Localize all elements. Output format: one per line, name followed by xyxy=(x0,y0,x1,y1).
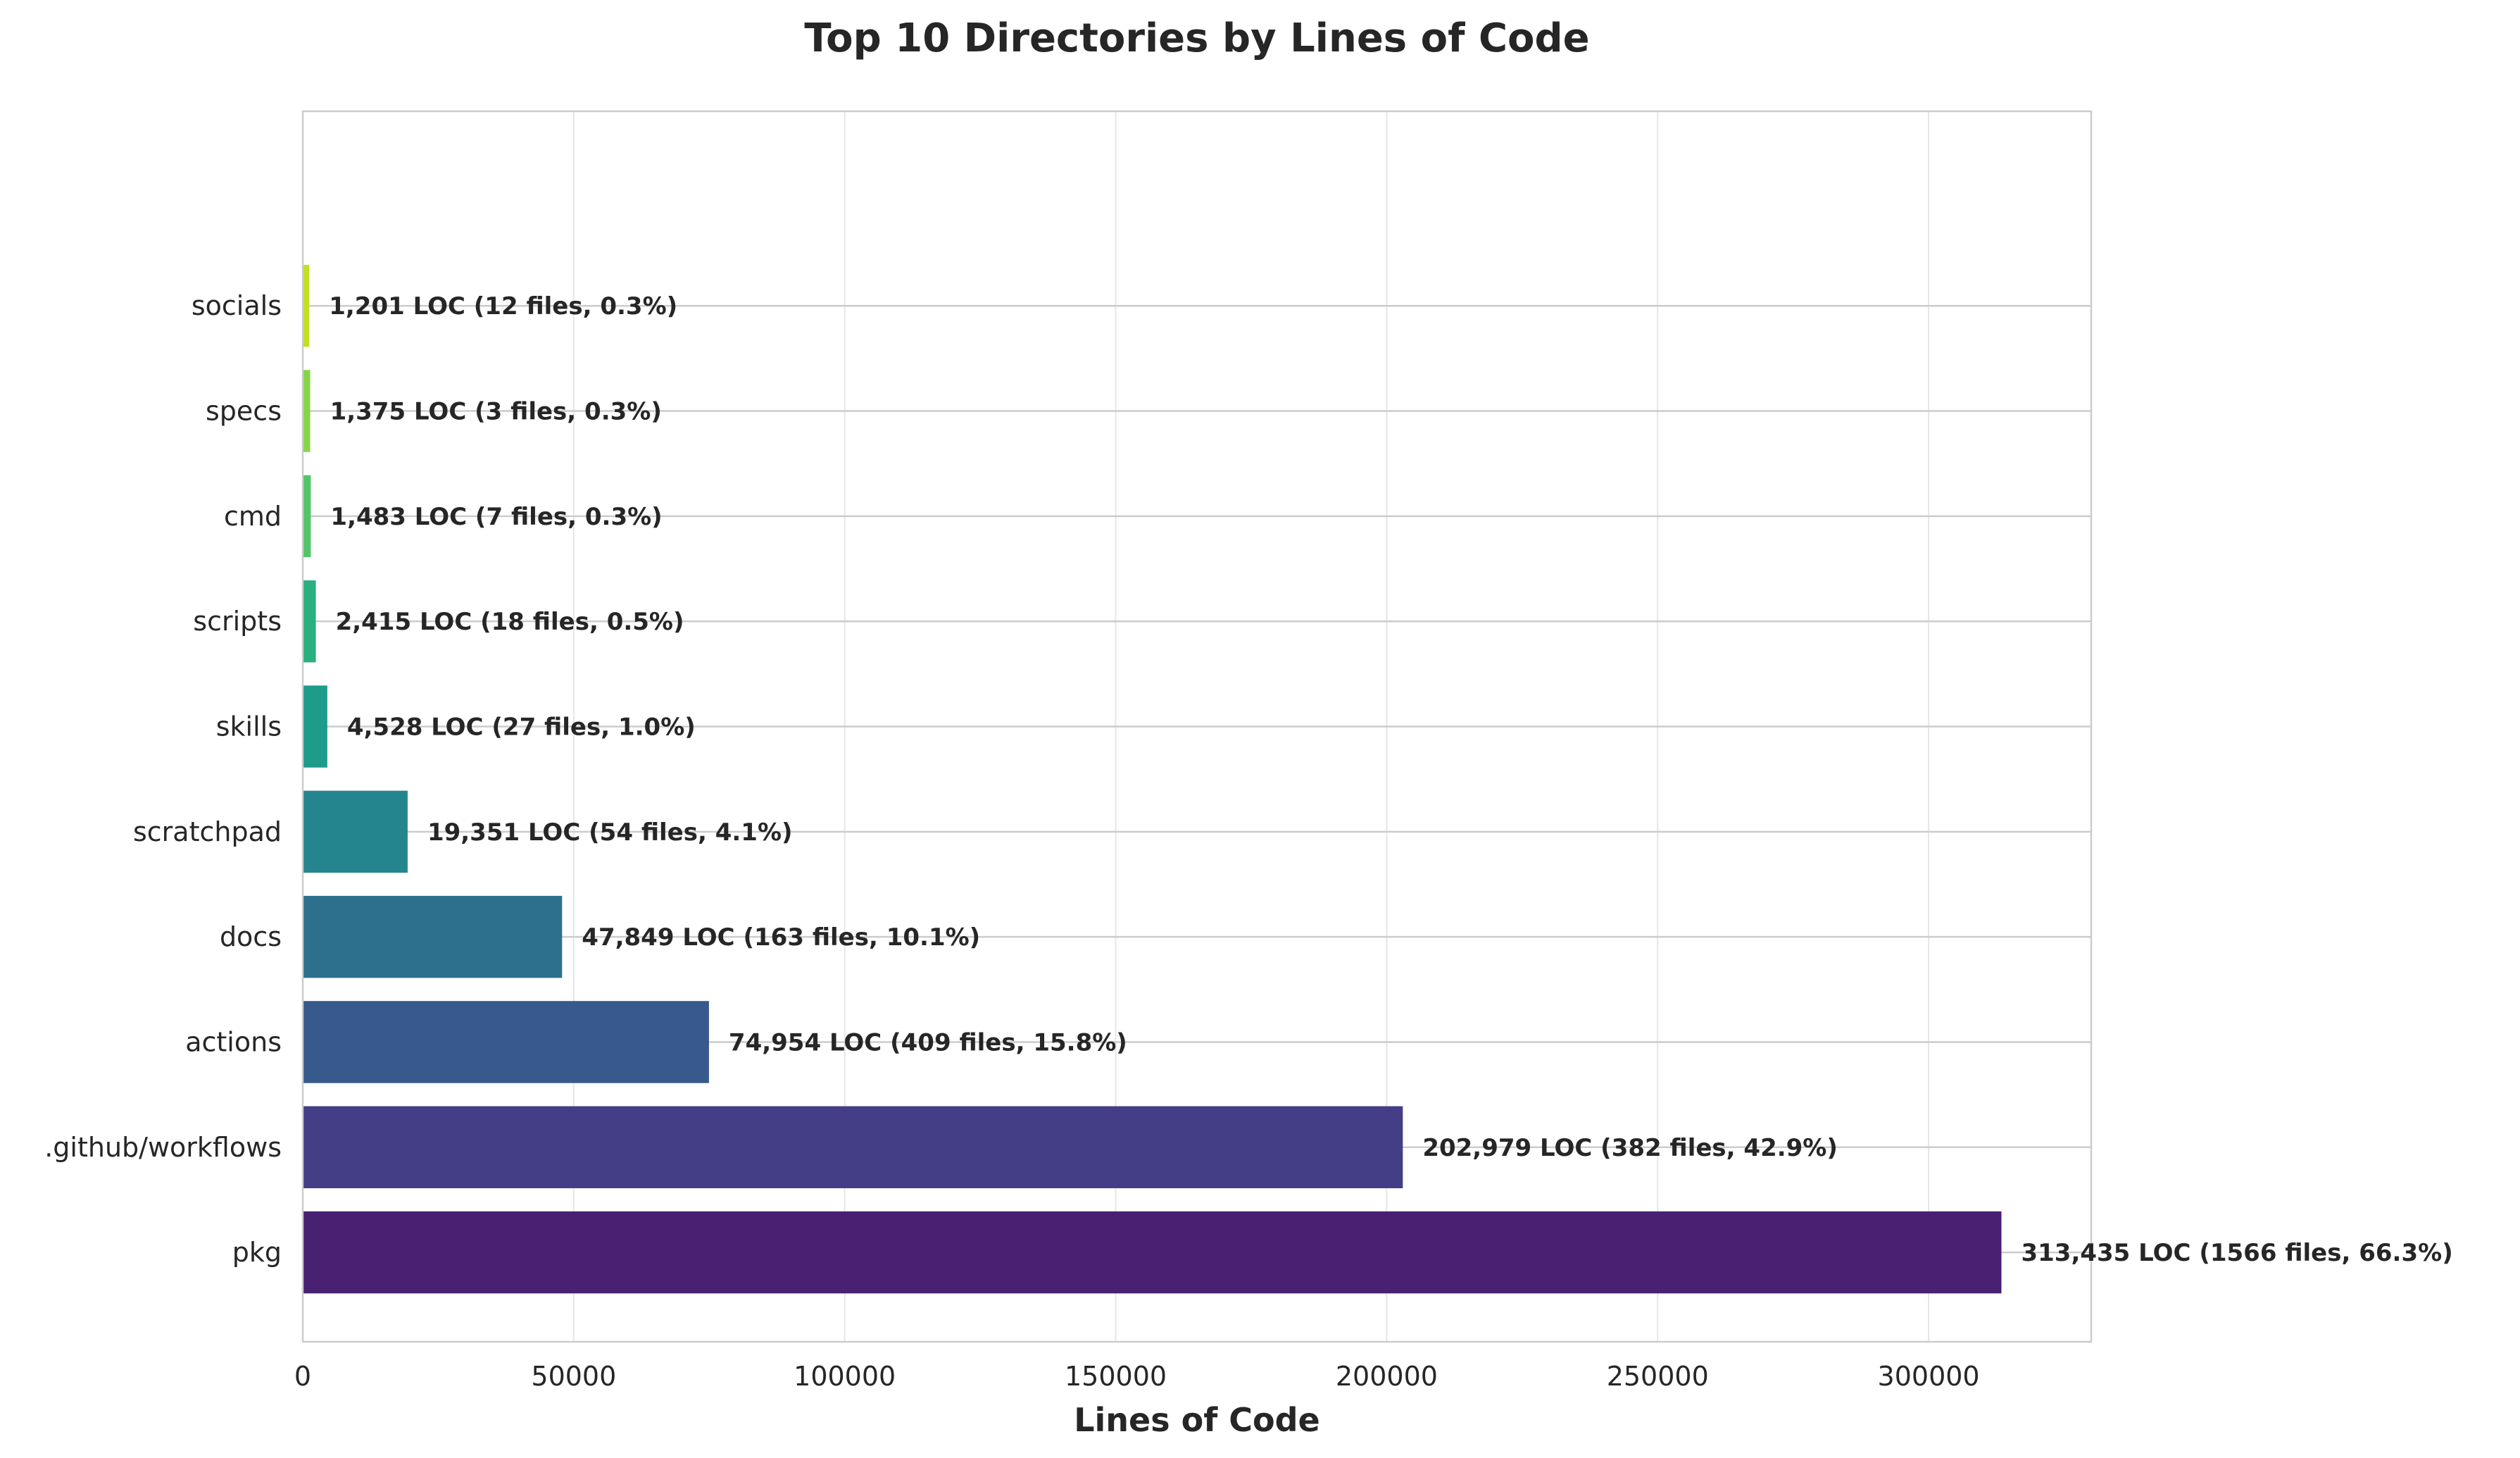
bar-scratchpad xyxy=(303,790,408,873)
bar-actions xyxy=(303,1001,709,1083)
bar-skills xyxy=(303,685,327,768)
data-label: 2,415 LOC (18 files, 0.5%) xyxy=(336,608,684,636)
x-tick-label: 50000 xyxy=(531,1361,616,1392)
y-tick-label: scratchpad xyxy=(133,816,282,847)
chart-title: Top 10 Directories by Lines of Code xyxy=(804,15,1589,61)
x-tick-label: 250000 xyxy=(1607,1361,1709,1392)
y-axis-ticks: pkg .github/workflows actions docs scratchpa… xyxy=(44,290,282,1268)
data-label: 74,954 LOC (409 files, 15.8%) xyxy=(729,1028,1127,1057)
data-label: 1,201 LOC (12 files, 0.3%) xyxy=(329,292,677,320)
data-labels: 313,435 LOC (1566 files, 66.3%) 202,979 L… xyxy=(329,292,2453,1267)
bar-specs xyxy=(303,370,311,452)
bar-github-workflows xyxy=(303,1106,1403,1188)
y-tick-label: pkg xyxy=(232,1237,282,1268)
bar-pkg xyxy=(303,1211,2002,1294)
plot-frame xyxy=(301,110,2093,1343)
data-label: 1,483 LOC (7 files, 0.3%) xyxy=(330,503,662,531)
data-label: 4,528 LOC (27 files, 1.0%) xyxy=(347,714,696,742)
y-tick-label: skills xyxy=(216,711,282,742)
bar-socials xyxy=(303,265,310,347)
x-tick-label: 100000 xyxy=(794,1361,896,1392)
gridlines xyxy=(303,111,2091,1342)
bar-cmd xyxy=(303,475,311,558)
bar-docs xyxy=(303,895,563,978)
bars xyxy=(303,265,2002,1294)
y-tick-label: specs xyxy=(206,396,282,427)
data-label: 202,979 LOC (382 files, 42.9%) xyxy=(1422,1134,1838,1162)
y-tick-label: .github/workflows xyxy=(44,1132,282,1163)
data-label: 47,849 LOC (163 files, 10.1%) xyxy=(582,923,980,952)
data-label: 19,351 LOC (54 files, 4.1%) xyxy=(427,818,793,847)
x-tick-label: 200000 xyxy=(1336,1361,1438,1392)
x-tick-label: 300000 xyxy=(1878,1361,1980,1392)
x-tick-label: 150000 xyxy=(1065,1361,1167,1392)
axes-spines xyxy=(301,110,2093,1343)
y-tick-label: scripts xyxy=(193,606,282,637)
y-tick-label: docs xyxy=(220,921,282,952)
y-tick-label: cmd xyxy=(224,501,282,532)
bar-scripts xyxy=(303,580,316,663)
data-label: 313,435 LOC (1566 files, 66.3%) xyxy=(2021,1239,2452,1267)
x-axis-ticks: 0 50000 100000 150000 200000 250000 300000 xyxy=(294,1361,1980,1392)
x-tick-label: 0 xyxy=(294,1361,311,1392)
y-tick-label: actions xyxy=(185,1026,282,1057)
data-label: 1,375 LOC (3 files, 0.3%) xyxy=(330,398,662,426)
x-axis-label: Lines of Code xyxy=(1074,1401,1320,1439)
y-tick-label: socials xyxy=(192,290,282,321)
